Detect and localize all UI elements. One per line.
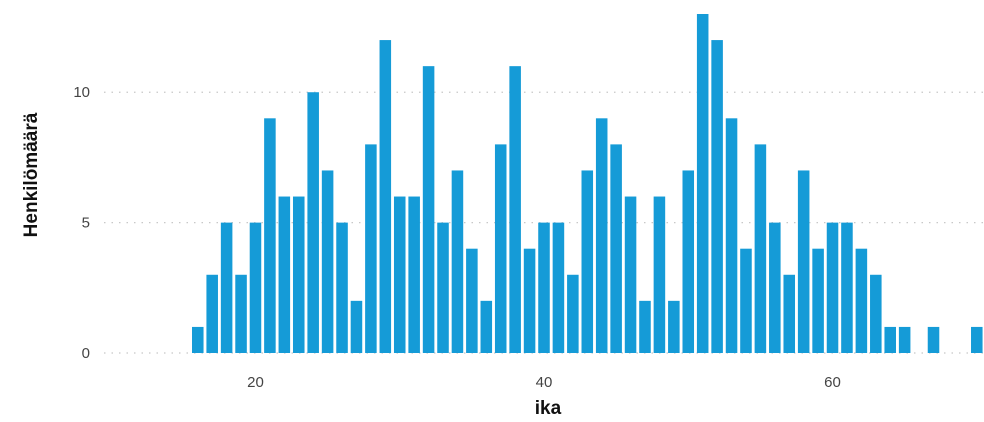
bar-age-34 <box>451 170 464 353</box>
bar-age-37 <box>494 144 507 353</box>
bar-age-38 <box>509 66 521 354</box>
bar-age-63 <box>870 274 882 353</box>
bar-age-21 <box>264 118 276 353</box>
x-axis-title: ika <box>535 398 562 419</box>
bar-age-17 <box>206 274 218 353</box>
bar-age-42 <box>567 274 579 353</box>
bar-age-27 <box>350 300 363 353</box>
bar-age-18 <box>220 222 233 353</box>
bar-age-51 <box>696 14 709 353</box>
bar-age-26 <box>336 222 348 353</box>
bar-age-23 <box>292 196 305 353</box>
y-axis-title: Henkilömäärä <box>21 112 42 237</box>
bar-age-47 <box>639 300 651 353</box>
bar-age-35 <box>466 248 478 353</box>
bar-age-31 <box>408 196 420 353</box>
bar-age-62 <box>855 248 868 353</box>
bar-age-33 <box>437 222 449 353</box>
y-tick-label: 5 <box>82 215 90 232</box>
bar-age-67 <box>927 326 940 353</box>
bar-age-52 <box>711 40 723 353</box>
x-tick-label: 60 <box>824 374 841 391</box>
y-tick-label: 0 <box>82 345 90 362</box>
bar-age-64 <box>884 326 896 353</box>
bar-age-53 <box>725 118 738 353</box>
bar-age-50 <box>682 170 695 353</box>
bar-age-40 <box>538 222 550 353</box>
y-tick-label: 10 <box>73 84 90 101</box>
bar-age-60 <box>826 222 839 353</box>
bar-age-28 <box>365 144 377 353</box>
bar-age-20 <box>249 222 262 353</box>
bar-age-19 <box>235 274 247 353</box>
bar-age-45 <box>610 144 622 353</box>
bar-age-41 <box>552 222 565 353</box>
bar-age-56 <box>769 222 781 353</box>
bar-age-29 <box>379 40 392 353</box>
bar-age-44 <box>595 118 608 353</box>
bar-age-48 <box>653 196 666 353</box>
bar-age-46 <box>624 196 637 353</box>
bar-age-30 <box>393 196 406 353</box>
bar-age-22 <box>278 196 291 353</box>
bar-age-39 <box>523 248 536 353</box>
bar-age-54 <box>740 248 752 353</box>
x-tick-label: 20 <box>247 374 264 391</box>
x-tick-label: 40 <box>536 374 553 391</box>
bar-age-59 <box>812 248 824 353</box>
bar-age-43 <box>581 170 594 353</box>
bars <box>192 14 983 354</box>
bar-age-55 <box>754 144 767 353</box>
bar-age-58 <box>797 170 810 353</box>
bar-age-65 <box>898 326 911 353</box>
bar-age-61 <box>841 222 853 353</box>
bar-age-36 <box>480 300 493 353</box>
y-tick-labels: 0 5 10 <box>73 84 90 362</box>
bar-age-25 <box>321 170 334 353</box>
bar-age-32 <box>422 66 435 354</box>
bar-age-49 <box>668 300 680 353</box>
bar-age-70 <box>971 326 983 353</box>
bar-age-24 <box>307 92 319 353</box>
x-tick-labels: 20 40 60 <box>247 374 841 391</box>
bar-age-16 <box>192 326 204 353</box>
bar-age-57 <box>783 274 796 353</box>
